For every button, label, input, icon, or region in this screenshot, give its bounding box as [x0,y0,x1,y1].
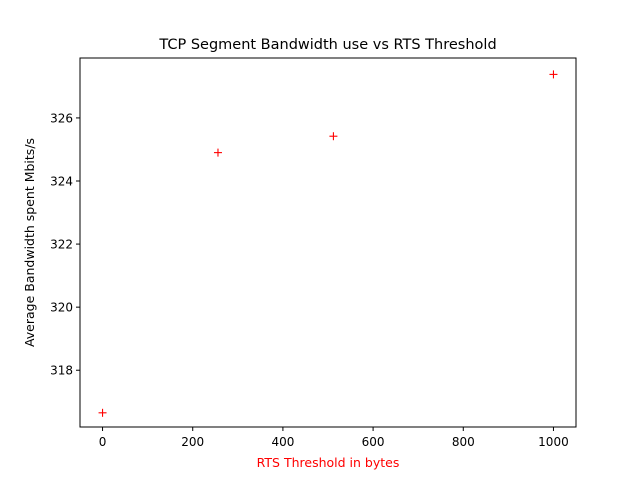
y-axis-label: Average Bandwidth spent Mbits/s [22,138,37,347]
x-tick-label: 200 [181,435,204,449]
y-tick-label: 320 [50,301,73,315]
x-tick-label: 0 [99,435,107,449]
x-tick-label: 1000 [538,435,569,449]
y-tick-label: 318 [50,364,73,378]
data-point [549,70,558,79]
x-axis-ticks: 0 200 400 600 800 1000 [99,427,569,449]
data-point [213,148,222,157]
chart-title: TCP Segment Bandwidth use vs RTS Thresho… [158,37,496,53]
x-tick-label: 800 [452,435,475,449]
y-tick-label: 326 [50,111,73,125]
y-axis-ticks: 318 320 322 324 326 [50,111,80,378]
data-points [98,70,558,417]
y-tick-label: 322 [50,238,73,252]
data-point [329,132,338,141]
x-tick-label: 600 [362,435,385,449]
y-tick-label: 324 [50,175,73,189]
plot-area-frame [79,57,577,428]
data-point [98,408,107,417]
x-tick-label: 400 [271,435,294,449]
x-axis-label: RTS Threshold in bytes [257,455,400,470]
